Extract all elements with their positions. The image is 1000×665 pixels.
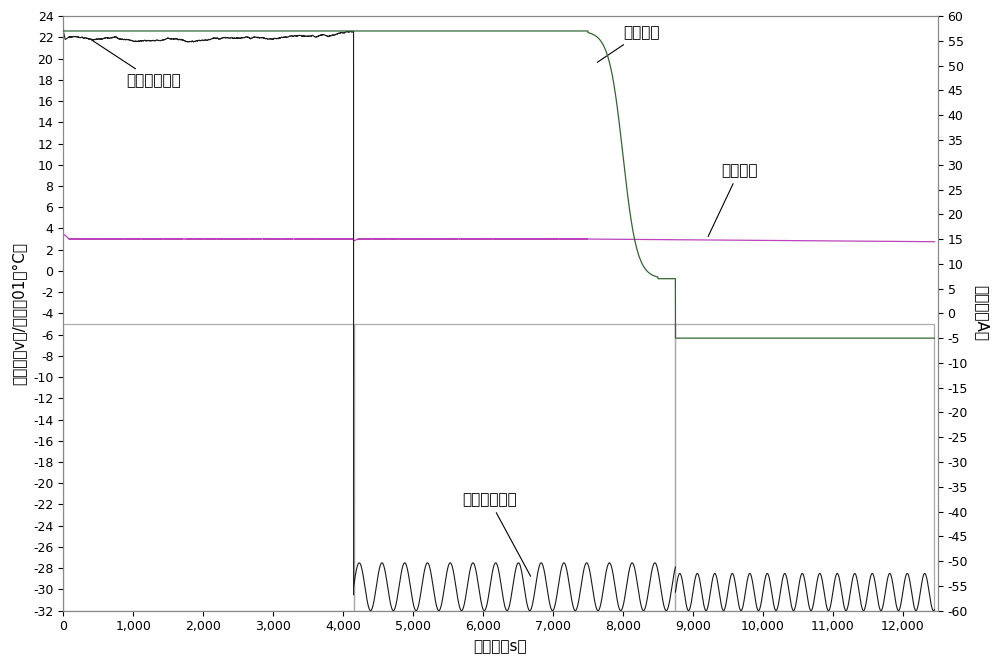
Text: 低温温度曲线: 低温温度曲线 [462, 493, 531, 577]
Bar [675, 324, 934, 610]
Y-axis label: 充电流（A）: 充电流（A） [974, 285, 989, 341]
Text: 常温温度曲线: 常温温度曲线 [90, 39, 181, 88]
Text: 电压曲线: 电压曲线 [708, 164, 757, 237]
Text: 电流曲线: 电流曲线 [597, 25, 659, 63]
Y-axis label: 总电压（v）/温度、01（°C）: 总电压（v）/温度、01（°C） [11, 242, 26, 385]
Bar [63, 324, 354, 610]
Bar [354, 324, 675, 610]
X-axis label: 总时间（s）: 总时间（s） [474, 639, 527, 654]
